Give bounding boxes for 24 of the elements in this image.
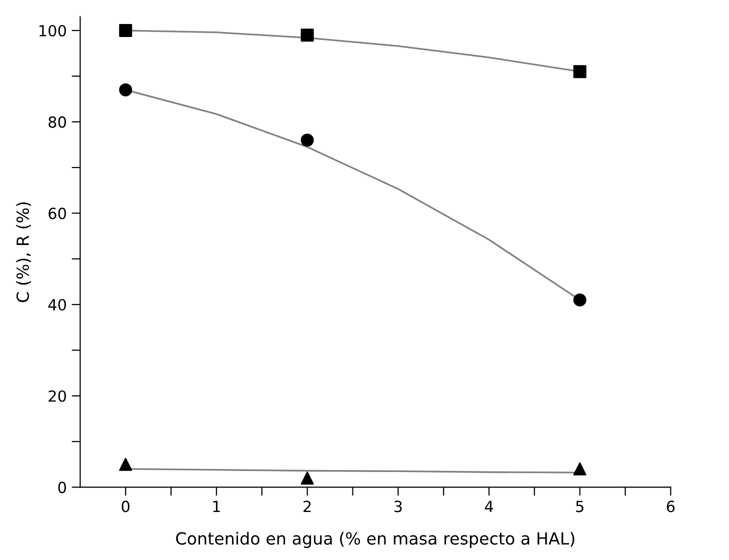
x-tick-label: 3	[394, 500, 402, 512]
y-tick-label: 80	[48, 116, 66, 128]
point	[300, 472, 314, 485]
y-tick-label: 60	[48, 208, 66, 220]
x-tick-label: 5	[576, 500, 584, 512]
x-tick-label: 4	[484, 500, 493, 512]
y-tick-label: 0	[58, 482, 66, 494]
y-axis-title: C (%), R (%)	[16, 202, 32, 302]
point	[119, 83, 132, 96]
x-axis-title: Contenido en agua (% en masa respecto a HAL)	[176, 532, 574, 548]
point	[573, 293, 586, 306]
x-tick-label: 0	[122, 500, 130, 512]
point	[573, 462, 586, 476]
x-tick-label: 2	[304, 500, 311, 512]
point	[573, 65, 586, 78]
point	[300, 134, 314, 147]
point	[119, 458, 132, 471]
x-tick-label: 1	[213, 500, 220, 512]
x-tick-label: 6	[666, 500, 675, 512]
point	[119, 24, 132, 38]
point	[300, 28, 314, 42]
y-tick-label: 40	[48, 298, 66, 311]
y-tick-label: 20	[48, 390, 66, 402]
y-tick-label: 100	[40, 24, 66, 37]
